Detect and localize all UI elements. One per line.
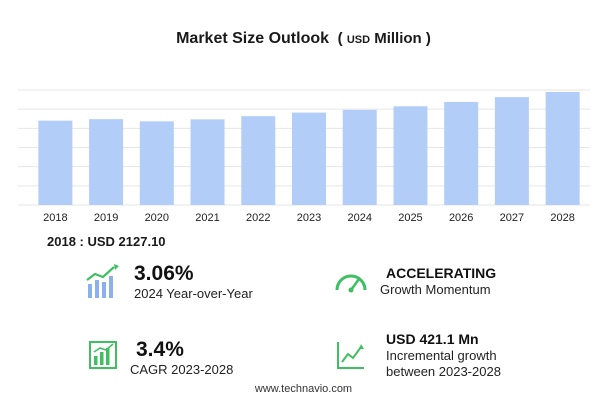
kpi-cagr: 3.4% CAGR 2023-2028: [130, 338, 233, 378]
x-tick-label: 2019: [94, 212, 118, 224]
x-tick-label: 2023: [297, 212, 321, 224]
x-tick-label: 2024: [347, 212, 371, 224]
unit-main: Million: [374, 30, 422, 47]
incremental-line2: between 2023-2028: [386, 364, 501, 379]
x-tick-label: 2021: [195, 212, 219, 224]
bar-2024: [342, 109, 377, 205]
bar-2022: [241, 116, 276, 205]
kpi-yoy: 3.06% 2024 Year-over-Year: [134, 262, 253, 302]
cagr-value: 3.4%: [136, 338, 184, 361]
kpi-incremental: USD 421.1 Mn Incremental growth between …: [386, 330, 501, 380]
bar-2028: [545, 91, 580, 205]
line-growth-icon: [337, 342, 364, 369]
cagr-label: CAGR 2023-2028: [130, 362, 234, 377]
kpi-momentum: ACCELERATING Growth Momentum: [380, 264, 497, 298]
x-tick-label: 2022: [246, 212, 270, 224]
unit-open: (: [337, 30, 343, 47]
x-tick-label: 2025: [398, 212, 422, 224]
momentum-label: Growth Momentum: [380, 282, 491, 297]
speedometer-icon: [335, 274, 367, 293]
bar-2027: [494, 97, 529, 205]
yoy-value: 3.06%: [134, 262, 194, 285]
bar-2026: [444, 101, 479, 205]
title-unit: ( USD Million ): [333, 30, 431, 47]
bar-2019: [89, 119, 124, 205]
bar-2018: [38, 120, 73, 205]
title-main: Market Size Outlook: [176, 30, 330, 47]
bar-chart-icon: [89, 341, 117, 369]
momentum-value: ACCELERATING: [386, 265, 497, 281]
base-year-value: 2018 : USD 2127.10: [47, 234, 166, 249]
yoy-label: 2024 Year-over-Year: [134, 286, 253, 301]
unit-close: ): [425, 30, 431, 47]
incremental-line1: Incremental growth: [386, 348, 497, 363]
bar-2025: [393, 106, 428, 205]
x-tick-label: 2028: [550, 212, 574, 224]
bar-growth-icon: [86, 264, 119, 298]
x-tick-label: 2026: [449, 212, 473, 224]
incremental-value: USD 421.1 Mn: [386, 331, 479, 347]
bar-2023: [292, 112, 326, 205]
chart-title: Market Size Outlook ( USD Million ): [0, 30, 607, 48]
bar-2020: [139, 121, 174, 205]
x-tick-label: 2018: [43, 212, 67, 224]
unit-prefix: USD: [346, 34, 371, 46]
x-tick-label: 2027: [500, 212, 524, 224]
footer-url: www.technavio.com: [254, 383, 353, 395]
x-tick-label: 2020: [145, 212, 169, 224]
bar-2021: [190, 119, 225, 205]
bar-chart: 2018 2019 2020 2021 2022 2023 2024 2025 2026 2027…: [18, 89, 590, 224]
